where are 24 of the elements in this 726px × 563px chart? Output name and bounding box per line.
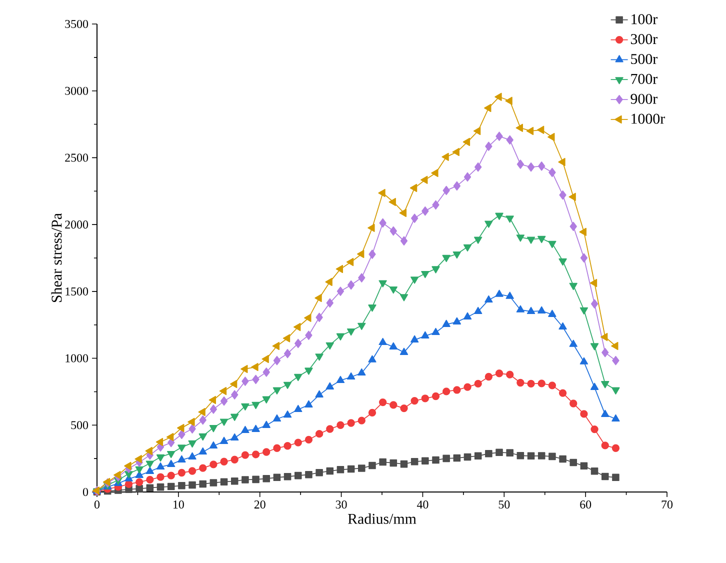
legend-label: 900r	[630, 94, 658, 104]
y-tick-label: 1000	[66, 354, 88, 362]
y-tick-label: 3000	[65, 86, 88, 95]
x-tick-label: 40	[416, 500, 428, 509]
legend-label: 500r	[631, 54, 658, 64]
y-tick-label: 0	[82, 488, 88, 496]
y-tick-label: 2500	[65, 154, 88, 162]
x-axis-title: Radius/mm	[348, 513, 416, 524]
x-tick-label: 50	[498, 500, 510, 509]
x-tick-label: 30	[336, 500, 347, 509]
y-axis-title: Shear stress/Pa	[51, 213, 62, 302]
y-tick-label: 500	[71, 421, 88, 430]
legend-label: 1000r	[632, 114, 665, 124]
x-tick-label: 70	[662, 500, 673, 509]
legend-label: 700r	[631, 74, 658, 84]
y-tick-label: 1500	[66, 287, 88, 296]
x-tick-label: 10	[174, 500, 184, 509]
legend-label: 100r	[632, 14, 658, 24]
y-tick-label: 3500	[65, 20, 88, 28]
x-tick-label: 20	[254, 500, 266, 509]
x-tick-label: 60	[580, 500, 592, 509]
y-tick-label: 2000	[65, 220, 88, 229]
legend-label: 300r	[630, 34, 658, 44]
x-tick-label: 0	[94, 500, 100, 509]
